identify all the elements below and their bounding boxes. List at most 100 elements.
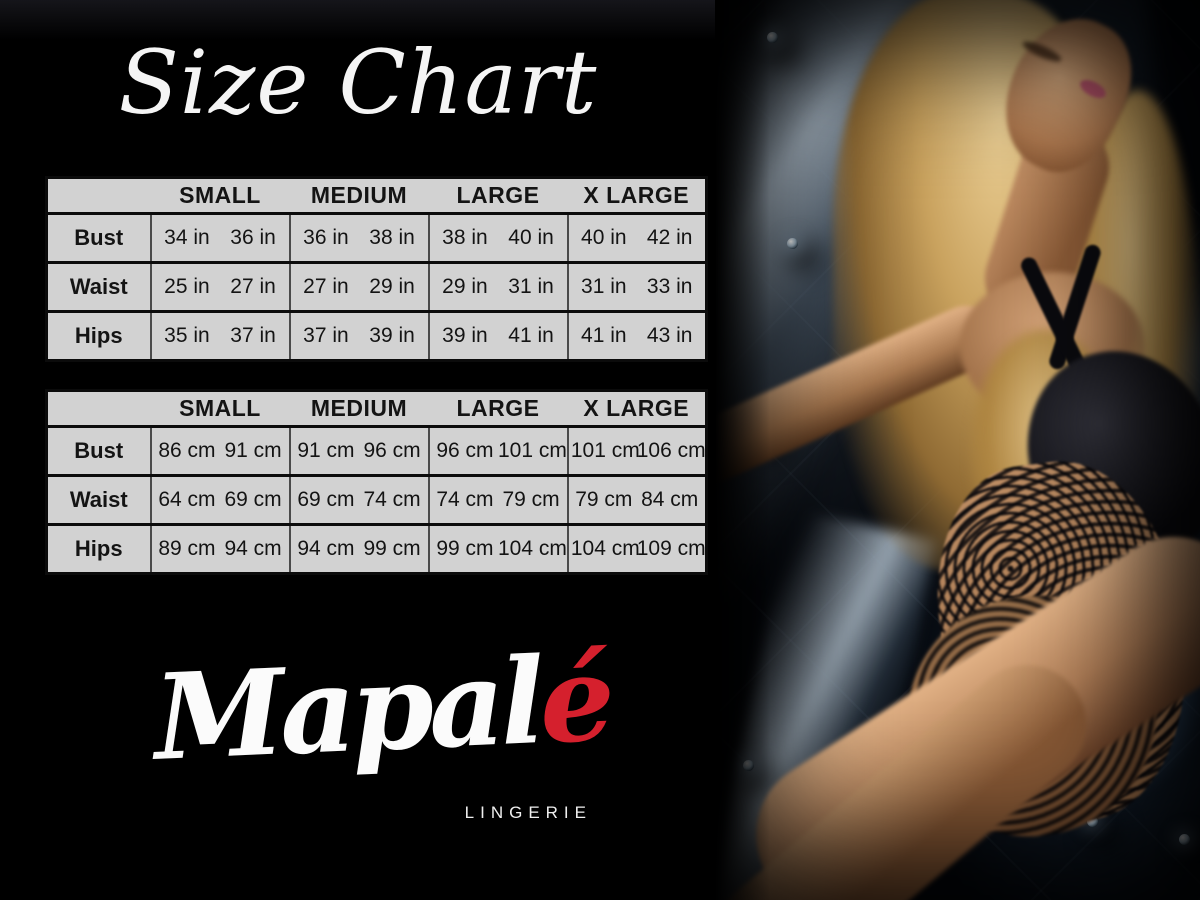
top-glow-band (0, 0, 720, 40)
size-value: 31 in (508, 275, 554, 298)
size-value: 89 cm (158, 537, 216, 560)
measurement-row: Bust 34 in 36 in 36 in 38 in 38 in 40 in 40 in 4… (46, 212, 707, 263)
photo-left-fade (715, 0, 770, 900)
corner-header-cell (46, 390, 151, 428)
size-value: 79 cm (575, 488, 633, 511)
size-column-header: SMALL (150, 177, 290, 215)
measurement-row: Hips 89 cm 94 cm 94 cm 99 cm 99 cm 104 cm 104 c… (46, 523, 707, 574)
size-value: 94 cm (224, 537, 282, 560)
size-value: 104 cm (498, 537, 567, 560)
size-column-header: LARGE (428, 390, 568, 428)
page-title: Size Chart (118, 31, 598, 134)
size-value: 27 in (230, 275, 276, 298)
size-value: 27 in (303, 275, 349, 298)
size-value: 41 in (581, 324, 627, 347)
size-value: 99 cm (436, 537, 494, 560)
size-value: 69 cm (297, 488, 355, 511)
size-value: 42 in (646, 226, 693, 249)
size-value: 74 cm (363, 488, 421, 511)
size-value: 91 cm (224, 439, 282, 462)
size-table-centimeters: SMALL MEDIUM LARGE X LARGE Bust 86 cm 91 cm 91 … (45, 389, 708, 575)
size-range-cell: 34 in 36 in (149, 212, 290, 263)
size-header-row: SMALL MEDIUM LARGE X LARGE (46, 177, 707, 215)
size-range-cell: 40 in 42 in (566, 212, 707, 263)
size-value: 41 in (508, 324, 554, 347)
brand-wordmark-main: Mapal (151, 631, 543, 787)
size-table-inches: SMALL MEDIUM LARGE X LARGE Bust 34 in 36 in 36 … (45, 176, 708, 362)
size-range-cell: 86 cm 91 cm (149, 425, 290, 476)
brand-wordmark-accent-letter: é (536, 628, 613, 771)
size-value: 34 in (164, 226, 210, 249)
size-range-cell: 101 cm106 cm (566, 425, 707, 476)
size-range-cell: 25 in 27 in (149, 261, 290, 312)
size-range-cell: 64 cm 69 cm (149, 474, 290, 525)
size-value: 96 cm (436, 439, 494, 462)
size-value: 39 in (442, 324, 488, 347)
measurement-row: Waist 25 in 27 in 27 in 29 in 29 in 31 in 31 in… (46, 261, 707, 312)
size-value: 91 cm (297, 439, 355, 462)
brand-wordmark: Mapalé (151, 621, 613, 794)
measurement-label: Bust (46, 212, 151, 263)
size-value: 31 in (581, 275, 627, 298)
size-value: 99 cm (363, 537, 421, 560)
size-value: 33 in (646, 275, 693, 298)
size-value: 106 cm (636, 439, 706, 462)
size-value: 64 cm (158, 488, 216, 511)
size-range-cell: 35 in 37 in (149, 310, 290, 361)
size-value: 39 in (369, 324, 415, 347)
measurement-label: Bust (46, 425, 151, 476)
size-value: 29 in (369, 275, 415, 298)
size-value: 86 cm (158, 439, 216, 462)
size-range-cell: 94 cm 99 cm (288, 523, 429, 574)
size-column-header: SMALL (150, 390, 290, 428)
size-value: 40 in (581, 226, 627, 249)
measurement-label: Hips (46, 523, 151, 574)
size-range-cell: 38 in 40 in (427, 212, 568, 263)
size-value: 104 cm (570, 537, 640, 560)
size-range-cell: 91 cm 96 cm (288, 425, 429, 476)
size-column-header: MEDIUM (289, 177, 429, 215)
measurement-label: Waist (46, 261, 151, 312)
size-value: 96 cm (363, 439, 421, 462)
size-value: 94 cm (297, 537, 355, 560)
measurement-row: Bust 86 cm 91 cm 91 cm 96 cm 96 cm 101 cm 101 c… (46, 425, 707, 476)
size-range-cell: 29 in 31 in (427, 261, 568, 312)
model-photo (715, 0, 1200, 900)
size-value: 36 in (230, 226, 276, 249)
brand-tagline: LINGERIE (464, 803, 592, 822)
size-range-cell: 36 in 38 in (288, 212, 429, 263)
tuft-button (1087, 816, 1098, 827)
size-value: 36 in (303, 226, 349, 249)
size-value: 101 cm (570, 439, 640, 462)
size-value: 79 cm (502, 488, 560, 511)
size-column-header: X LARGE (567, 390, 707, 428)
size-range-cell: 79 cm 84 cm (566, 474, 707, 525)
size-range-cell: 41 in 43 in (566, 310, 707, 361)
size-value: 74 cm (436, 488, 494, 511)
size-value: 69 cm (224, 488, 282, 511)
size-value: 84 cm (641, 488, 699, 511)
size-value: 43 in (646, 324, 693, 347)
size-value: 29 in (442, 275, 488, 298)
size-value: 109 cm (636, 537, 706, 560)
size-range-cell: 99 cm 104 cm (427, 523, 568, 574)
size-range-cell: 96 cm 101 cm (427, 425, 568, 476)
size-range-cell: 31 in 33 in (566, 261, 707, 312)
corner-header-cell (46, 177, 151, 215)
size-value: 35 in (164, 324, 210, 347)
measurement-row: Waist 64 cm 69 cm 69 cm 74 cm 74 cm 79 cm 79 cm… (46, 474, 707, 525)
size-range-cell: 27 in 29 in (288, 261, 429, 312)
size-value: 38 in (369, 226, 415, 249)
brand-logo: Mapalé LINGERIE (148, 628, 613, 835)
size-value: 40 in (508, 226, 554, 249)
measurement-row: Hips 35 in 37 in 37 in 39 in 39 in 41 in 41 in 4… (46, 310, 707, 361)
size-value: 37 in (303, 324, 349, 347)
size-range-cell: 74 cm 79 cm (427, 474, 568, 525)
size-column-header: MEDIUM (289, 390, 429, 428)
photo-vignette (715, 0, 1200, 900)
size-value: 25 in (164, 275, 210, 298)
measurement-label: Hips (46, 310, 151, 361)
tuft-button (1179, 834, 1190, 845)
size-column-header: LARGE (428, 177, 568, 215)
size-range-cell: 104 cm109 cm (566, 523, 707, 574)
